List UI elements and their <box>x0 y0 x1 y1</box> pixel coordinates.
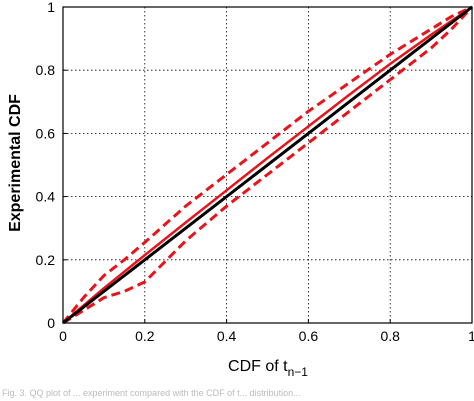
figure-caption: Fig. 3. QQ plot of ... experiment compar… <box>0 384 474 401</box>
y-tick-label: 0.6 <box>36 125 56 141</box>
y-tick-label: 0.4 <box>36 189 56 205</box>
y-tick-label: 1 <box>47 0 55 15</box>
series-line-dashed-upper <box>61 5 473 324</box>
series-line-solid-red <box>62 5 473 324</box>
x-tick-label: 1 <box>468 328 474 344</box>
series-layer <box>61 5 474 325</box>
y-tick-label: 0 <box>47 315 55 331</box>
y-axis-title: Experimental CDF <box>7 94 24 232</box>
x-tick-label: 0.6 <box>299 328 319 344</box>
qq-plot: 0 0.2 0.4 0.6 0.8 1 0 0.2 0.4 0.6 0.8 1 CDF of tn−1… <box>7 0 474 379</box>
y-tick-label: 0.2 <box>36 252 56 268</box>
x-tick-label: 0 <box>59 328 67 344</box>
ticks: 0 0.2 0.4 0.6 0.8 1 0 0.2 0.4 0.6 0.8 1 <box>36 0 474 344</box>
x-axis-title: CDF of tn−1 <box>228 358 308 379</box>
y-tick-label: 0.8 <box>36 62 56 78</box>
plot-frame <box>62 6 473 324</box>
x-tick-label: 0.2 <box>135 328 155 344</box>
series-line-dashed-lower <box>62 5 474 325</box>
x-axis-title-subscript: n−1 <box>288 365 309 379</box>
figure-caption-text: Fig. 3. QQ plot of ... experiment compar… <box>2 388 301 398</box>
x-tick-label: 0.4 <box>217 328 237 344</box>
series-line-reference <box>62 5 473 325</box>
x-tick-label: 0.8 <box>380 328 400 344</box>
x-axis-title-main: CDF of t <box>228 358 288 375</box>
